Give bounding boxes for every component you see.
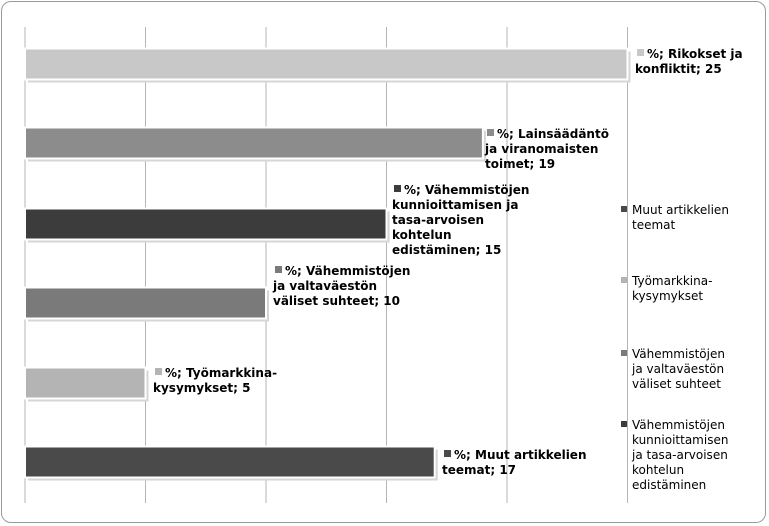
data-label: %; Työmarkkina-kysymykset; 5 <box>153 366 277 395</box>
data-label-swatch <box>637 49 644 56</box>
data-label-swatch <box>275 266 282 273</box>
legend-swatch <box>621 206 627 212</box>
legend-item: Vähemmistöjen kunnioittamisen ja tasa-arvo… <box>631 418 728 492</box>
legend-item: Muut artikkelien teemat <box>632 203 729 232</box>
data-label-swatch <box>487 129 494 136</box>
legend-item: Vähemmistöjen ja valtaväestön väliset suht… <box>631 347 725 391</box>
legend-swatch <box>621 350 627 356</box>
data-label-swatch <box>155 368 162 375</box>
bar <box>24 445 436 479</box>
data-label: %; Muut artikkelien teemat; 17 <box>442 448 587 477</box>
data-label-swatch <box>444 450 451 457</box>
bar <box>24 47 629 81</box>
legend-swatch <box>621 421 627 427</box>
data-label: %; Lainsäädäntö ja viranomaisten toimet; 1… <box>484 127 609 171</box>
data-label: %; Rikokset ja konfliktit; 25 <box>635 47 743 76</box>
bar <box>24 126 484 160</box>
legend-swatch <box>621 277 627 283</box>
bar <box>24 286 267 320</box>
legend-item: Työmarkkina-kysymykset <box>631 274 712 303</box>
data-label-swatch <box>394 185 401 192</box>
bar <box>24 366 147 400</box>
bar <box>24 207 388 241</box>
data-label: %; Vähemmistöjen kunnioittamisen ja tasa-a… <box>392 183 529 257</box>
data-label: %; Vähemmistöjen ja valtaväestön väliset s… <box>272 264 410 308</box>
